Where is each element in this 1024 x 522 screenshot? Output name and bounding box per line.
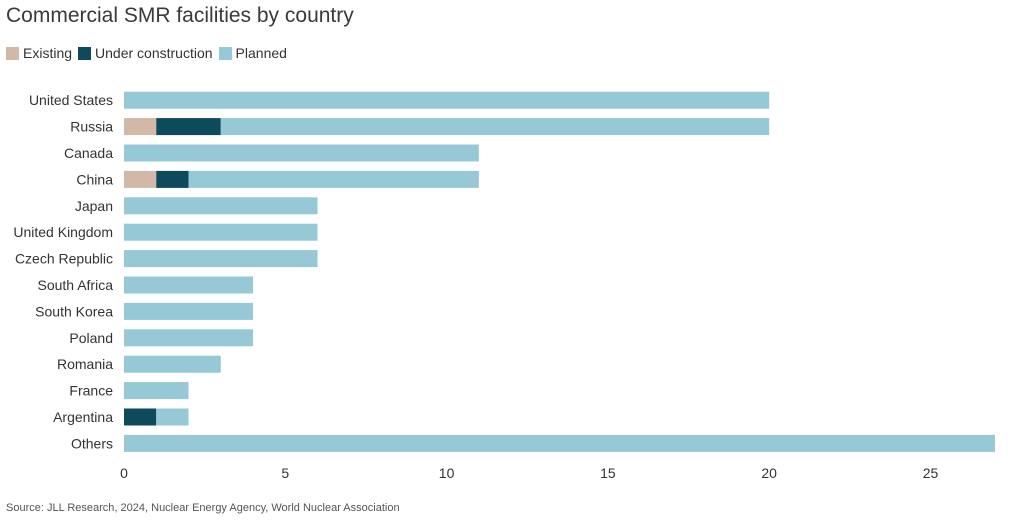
category-label-united-states: United States [29, 92, 113, 108]
bar-argentina-planned [156, 408, 189, 426]
x-tick-label-5: 5 [281, 465, 289, 481]
category-label-romania: Romania [57, 356, 113, 372]
x-tick-label-15: 15 [600, 465, 616, 481]
bar-russia-under-construction [156, 118, 221, 136]
legend-item-planned: Planned [218, 45, 287, 61]
category-label-argentina: Argentina [53, 409, 113, 425]
category-label-france: France [69, 383, 113, 399]
legend-swatch-under-construction [78, 46, 92, 60]
x-tick-label-20: 20 [761, 465, 777, 481]
bar-china-existing [124, 170, 157, 188]
bar-south-korea-planned [124, 302, 254, 320]
bar-canada-planned [124, 144, 479, 162]
category-label-russia: Russia [70, 119, 113, 135]
legend-label-existing: Existing [23, 45, 73, 61]
legend-swatch-planned [218, 46, 232, 60]
category-label-japan: Japan [75, 198, 113, 214]
bar-russia-existing [124, 118, 157, 136]
category-label-china: China [76, 171, 113, 187]
bar-russia-planned [220, 118, 770, 136]
bar-france-planned [124, 382, 189, 400]
legend-label-under-construction: Under construction [95, 45, 213, 61]
bar-united-kingdom-planned [124, 223, 318, 241]
bar-united-states-planned [124, 91, 770, 109]
category-label-czech-republic: Czech Republic [15, 251, 113, 267]
category-label-poland: Poland [69, 330, 113, 346]
bar-japan-planned [124, 197, 318, 215]
category-label-south-africa: South Africa [38, 277, 114, 293]
bar-south-africa-planned [124, 276, 254, 294]
x-tick-label-25: 25 [923, 465, 939, 481]
legend-item-under-construction: Under construction [78, 45, 213, 61]
category-label-united-kingdom: United Kingdom [13, 224, 113, 240]
chart-legend: Existing Under construction Planned [6, 45, 293, 61]
chart-title: Commercial SMR facilities by country [6, 4, 354, 27]
bar-china-planned [188, 170, 479, 188]
category-label-others: Others [71, 435, 113, 451]
bar-romania-planned [124, 355, 221, 373]
bar-china-under-construction [156, 170, 189, 188]
bar-argentina-under-construction [124, 408, 157, 426]
category-label-canada: Canada [64, 145, 113, 161]
bar-others-planned [124, 434, 995, 452]
legend-label-planned: Planned [235, 45, 287, 61]
bar-poland-planned [124, 329, 254, 347]
x-tick-label-10: 10 [439, 465, 455, 481]
bar-chart: United States Russia Canada China Japan Unite… [13, 91, 995, 481]
category-label-south-korea: South Korea [35, 303, 113, 319]
source-note: Source: JLL Research, 2024, Nuclear Ener… [6, 502, 400, 514]
bar-czech-republic-planned [124, 250, 318, 268]
x-tick-label-0: 0 [120, 465, 128, 481]
legend-swatch-existing [6, 46, 19, 60]
legend-item-existing: Existing [6, 45, 72, 61]
